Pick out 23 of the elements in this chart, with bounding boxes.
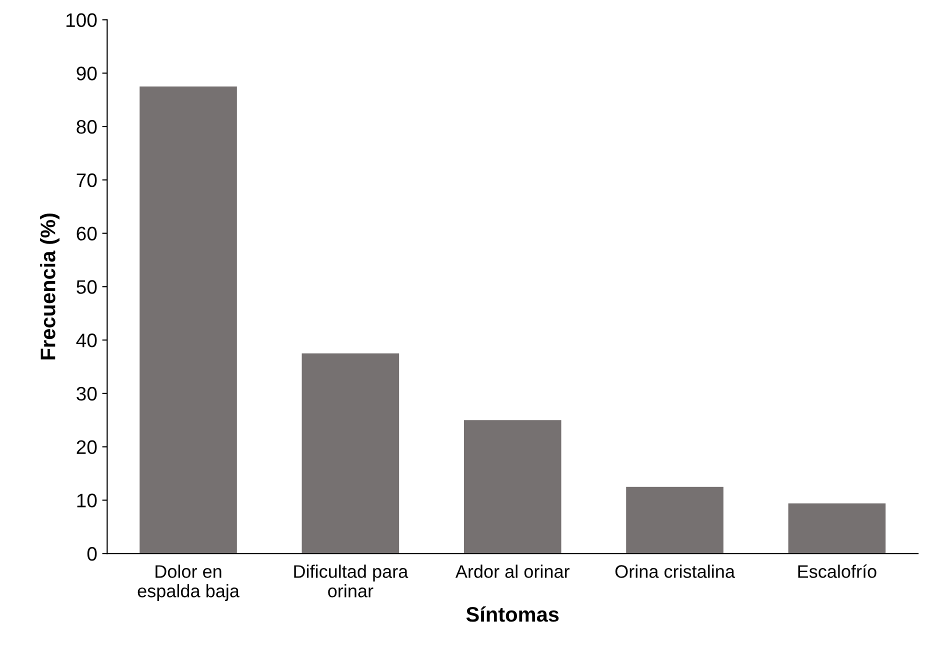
bar bbox=[788, 503, 886, 554]
bar bbox=[140, 86, 237, 554]
y-axis-title: Frecuencia (%) bbox=[40, 214, 60, 360]
y-tick-label: 70 bbox=[76, 173, 97, 188]
y-tick-label: 0 bbox=[87, 547, 97, 561]
y-tick-label: 60 bbox=[76, 226, 97, 241]
y-tick-label: 20 bbox=[76, 440, 97, 454]
y-tick-label: 80 bbox=[76, 120, 97, 134]
x-tick-label: Orina cristalina bbox=[615, 564, 735, 578]
x-tick-label: Escalofrío bbox=[798, 564, 876, 578]
x-tick-label: Dificultad para orinar bbox=[294, 564, 408, 598]
y-tick-label: 40 bbox=[76, 334, 97, 348]
y-tick-label: 30 bbox=[76, 386, 97, 401]
bar bbox=[302, 353, 400, 554]
x-tick-label: Dolor en espalda baja bbox=[138, 564, 240, 601]
y-tick-label: 100 bbox=[66, 13, 97, 28]
bar bbox=[464, 420, 562, 554]
y-tick-label: 10 bbox=[77, 494, 97, 508]
x-axis-title: Síntomas bbox=[466, 606, 559, 622]
y-tick-label: 50 bbox=[76, 280, 97, 294]
y-tick-label: 90 bbox=[76, 66, 97, 80]
x-tick-label: Ardor al orinar bbox=[455, 564, 570, 578]
bar bbox=[626, 486, 724, 554]
